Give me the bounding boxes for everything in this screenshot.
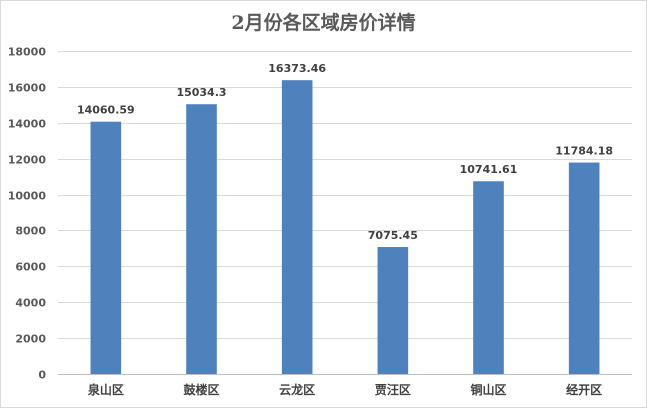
x-axis-categories: 泉山区 鼓楼区 云龙区 贾汪区 铜山区 经开区 xyxy=(88,382,602,397)
y-tick-label: 2000 xyxy=(15,333,46,346)
y-tick-label: 10000 xyxy=(8,190,47,203)
data-labels: 14060.59 15034.3 16373.46 7075.45 10741.61 11… xyxy=(77,62,613,242)
data-label: 16373.46 xyxy=(268,62,326,75)
x-category-label: 泉山区 xyxy=(88,382,124,397)
y-tick-label: 12000 xyxy=(8,154,47,167)
bar xyxy=(377,247,409,374)
bars xyxy=(90,80,600,375)
x-category-label: 铜山区 xyxy=(470,382,506,397)
data-label: 11784.18 xyxy=(555,145,613,158)
bar xyxy=(186,104,217,375)
x-category-label: 云龙区 xyxy=(279,382,315,397)
data-label: 14060.59 xyxy=(77,104,135,117)
y-tick-label: 4000 xyxy=(15,297,46,310)
bar xyxy=(281,80,313,375)
y-tick-label: 6000 xyxy=(15,261,46,274)
data-label: 7075.45 xyxy=(368,229,418,242)
y-tick-label: 18000 xyxy=(8,46,47,59)
y-tick-label: 16000 xyxy=(8,82,47,95)
bar xyxy=(568,162,600,374)
bar xyxy=(473,181,504,374)
x-category-label: 鼓楼区 xyxy=(183,382,219,397)
data-label: 15034.3 xyxy=(176,86,226,99)
y-axis-ticks: 0 2000 4000 6000 8000 10000 12000 14000 16000 180… xyxy=(8,46,47,382)
bar xyxy=(90,121,122,374)
x-category-label: 经开区 xyxy=(566,382,602,397)
gridlines xyxy=(58,51,632,375)
y-tick-label: 14000 xyxy=(8,118,47,131)
data-label: 10741.61 xyxy=(460,163,518,176)
x-category-label: 贾汪区 xyxy=(375,382,411,397)
chart-title: 2月份各区域房价详情 xyxy=(231,12,416,34)
y-tick-label: 0 xyxy=(38,369,46,382)
y-tick-label: 8000 xyxy=(15,225,46,238)
